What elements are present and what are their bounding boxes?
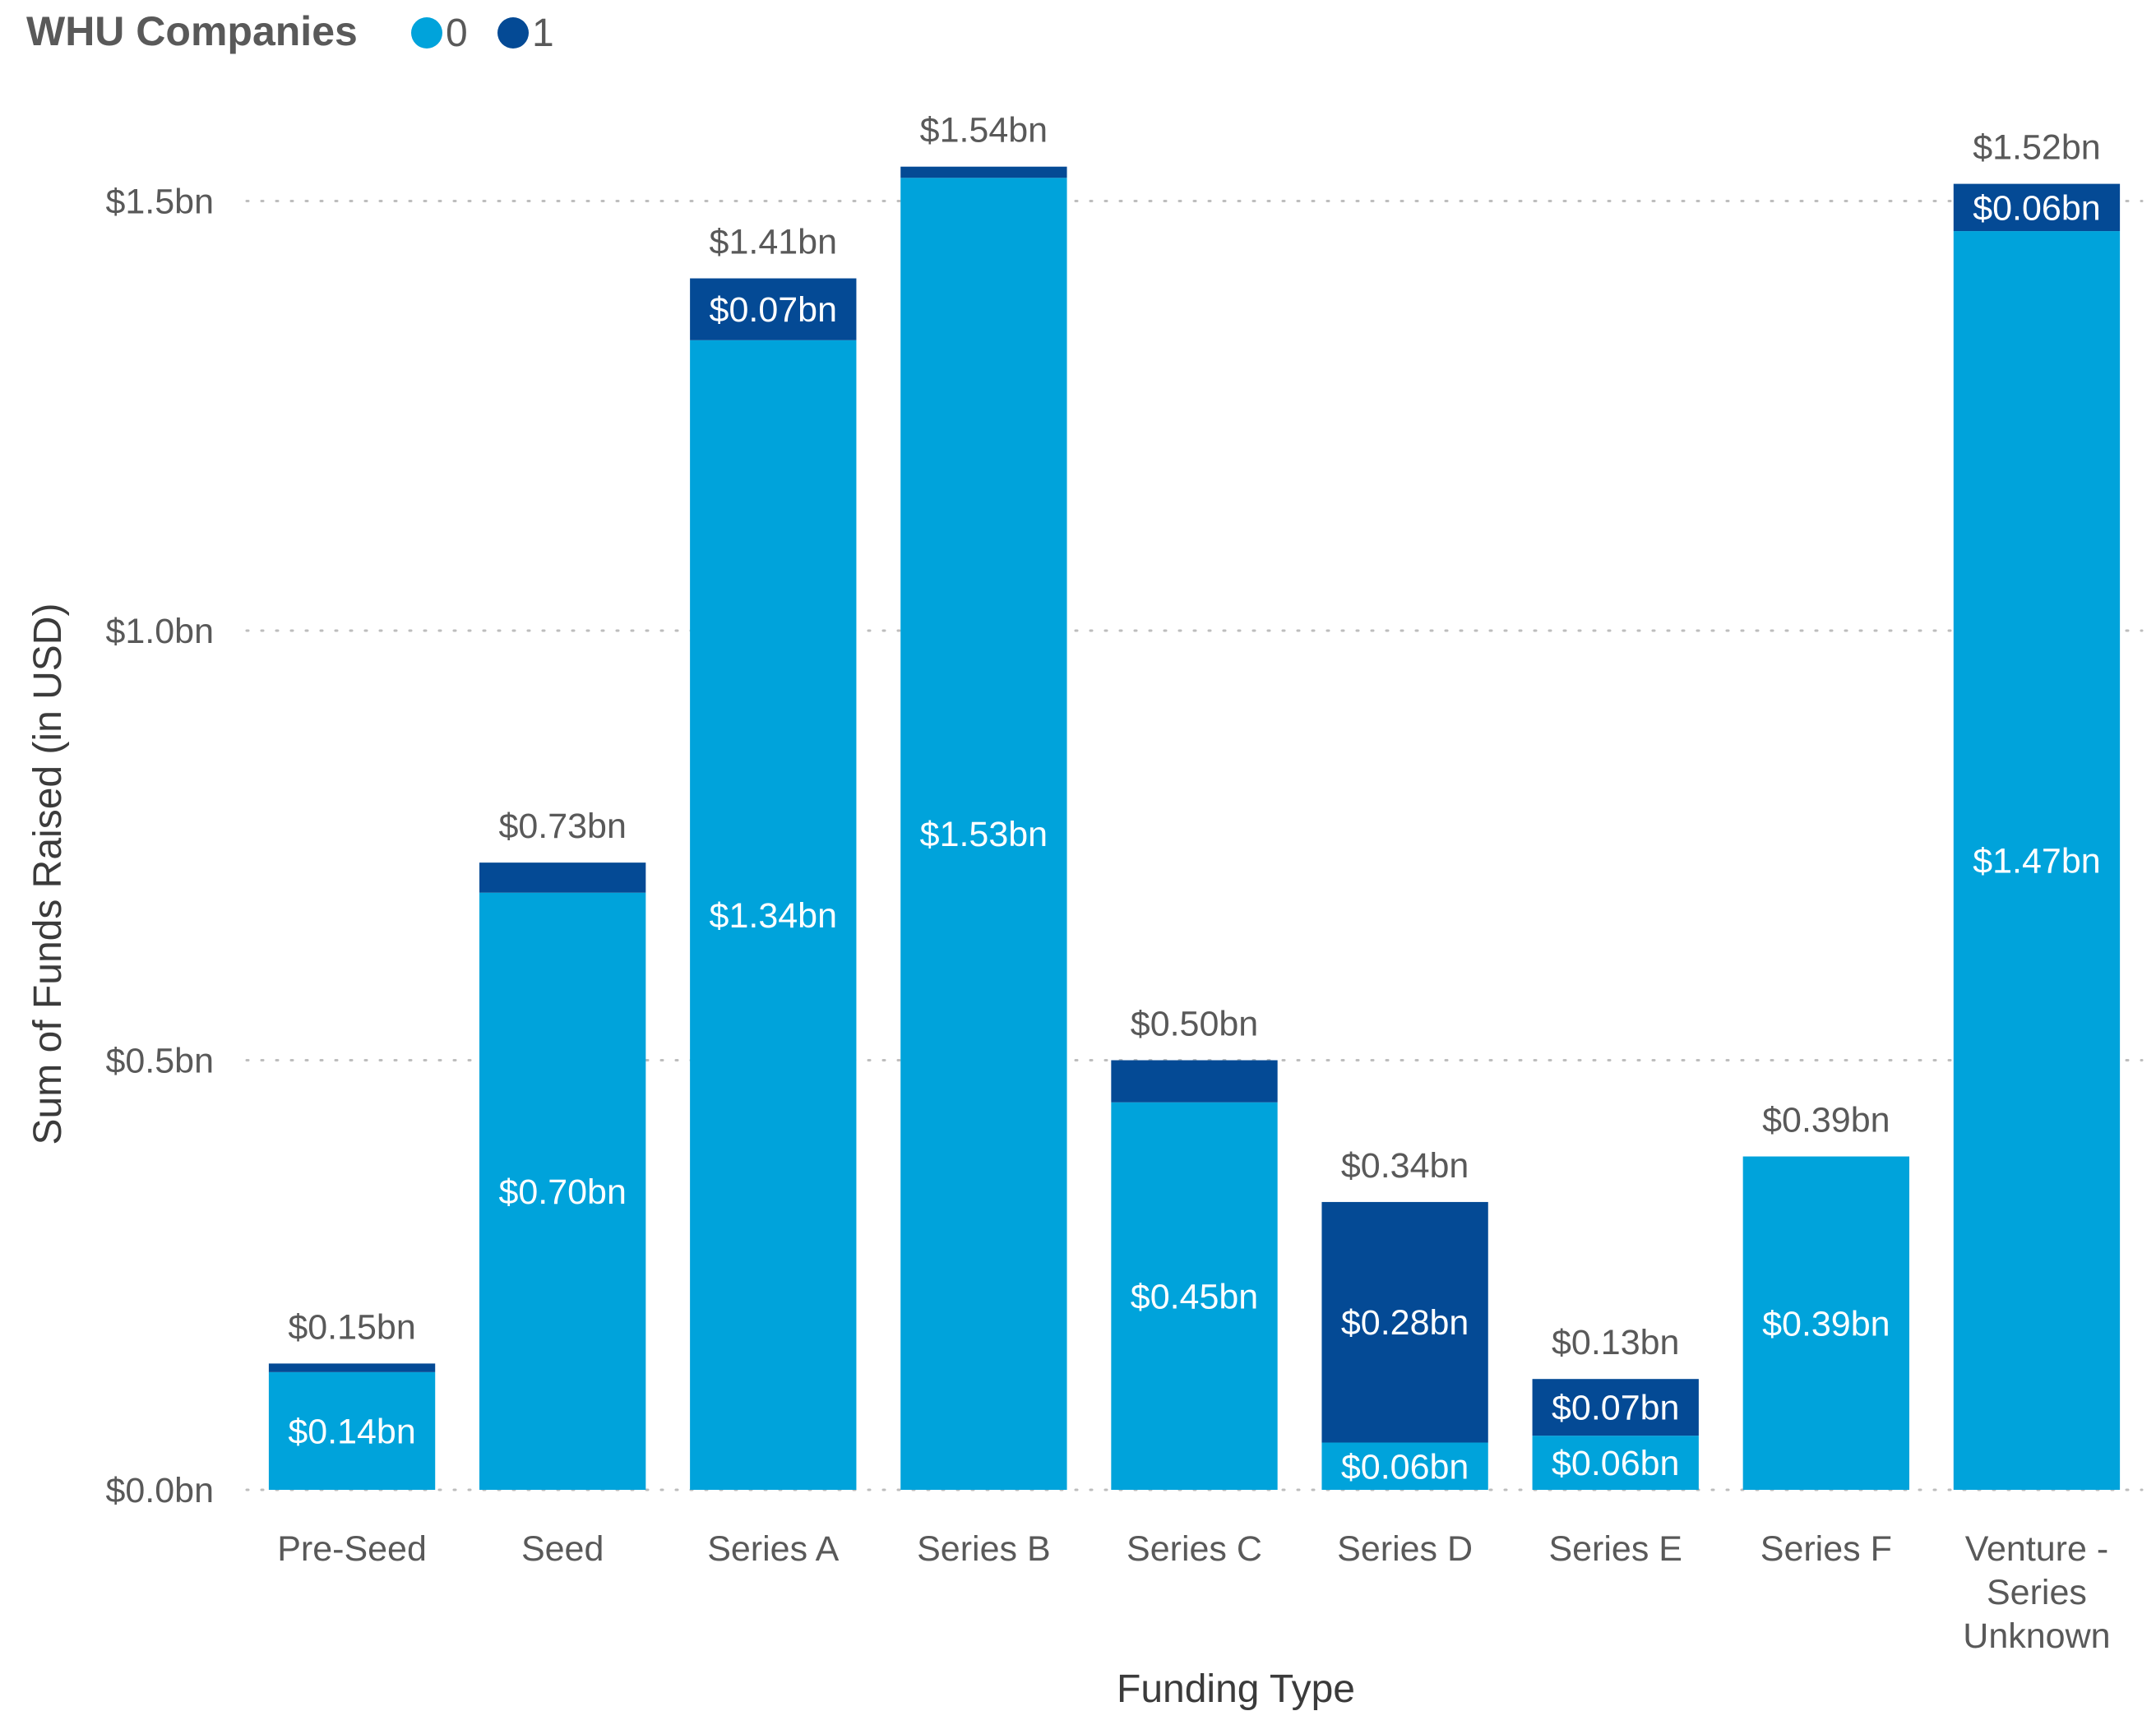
x-tick-label-2: Series A bbox=[707, 1529, 839, 1569]
x-tick-label-line: Pre-Seed bbox=[277, 1529, 427, 1569]
y-axis: $0.0bn $0.5bn $1.0bn $1.5bn bbox=[105, 183, 214, 1511]
x-tick-label-4: Series C bbox=[1127, 1529, 1262, 1569]
bar-segment-series-1-6 bbox=[1532, 1379, 1699, 1436]
bar-segment-series-1-0 bbox=[268, 1363, 436, 1372]
legend-title: WHU Companies bbox=[26, 8, 358, 54]
segment-label-series-0-7: $0.39bn bbox=[1762, 1304, 1890, 1343]
segment-label-series-0-8: $1.47bn bbox=[1973, 842, 2100, 881]
segment-label-series-0-6: $0.06bn bbox=[1552, 1444, 1679, 1483]
total-label-5: $0.34bn bbox=[1341, 1146, 1469, 1186]
segment-label-series-0-0: $0.14bn bbox=[288, 1412, 415, 1451]
bar-segment-series-1-1 bbox=[479, 862, 646, 893]
y-tick-label-1: $0.5bn bbox=[105, 1042, 214, 1081]
x-axis: Pre-Seed Seed Series A Series B Series C Seri… bbox=[277, 1529, 2110, 1656]
total-label-4: $0.50bn bbox=[1131, 1005, 1258, 1044]
bar-segment-series-0-0 bbox=[268, 1371, 436, 1490]
segment-label-series-0-4: $0.45bn bbox=[1131, 1277, 1258, 1316]
x-tick-label-0: Pre-Seed bbox=[277, 1529, 427, 1569]
bar-segment-series-0-3 bbox=[900, 178, 1067, 1490]
legend: WHU Companies 0 1 bbox=[26, 8, 554, 55]
x-tick-label-6: Series E bbox=[1548, 1529, 1682, 1569]
segment-label-series-0-3: $1.53bn bbox=[920, 815, 1048, 854]
total-label-3: $1.54bn bbox=[920, 111, 1048, 150]
bar-segment-series-1-2 bbox=[690, 278, 857, 340]
bar-segment-series-0-4 bbox=[1111, 1102, 1278, 1490]
x-tick-label-line: Seed bbox=[521, 1529, 604, 1569]
segment-label-series-1-2: $0.07bn bbox=[710, 290, 837, 330]
bar-segment-series-1-4 bbox=[1111, 1060, 1278, 1103]
legend-label-series-1: 1 bbox=[532, 12, 554, 55]
x-tick-label-line: Series E bbox=[1548, 1529, 1682, 1569]
x-tick-label-3: Series B bbox=[917, 1529, 1051, 1569]
x-tick-label-line: Series F bbox=[1760, 1529, 1892, 1569]
bar-segment-series-0-7 bbox=[1742, 1156, 1909, 1490]
x-tick-label-1: Seed bbox=[521, 1529, 604, 1569]
x-tick-label-5: Series D bbox=[1337, 1529, 1473, 1569]
x-tick-label-line: Unknown bbox=[1963, 1616, 2110, 1656]
x-tick-label-7: Series F bbox=[1760, 1529, 1892, 1569]
x-tick-label-8: Venture - Series Unknown bbox=[1963, 1529, 2110, 1656]
y-axis-title: Sum of Funds Raised (in USD) bbox=[26, 603, 70, 1145]
bar-segment-series-1-3 bbox=[900, 166, 1067, 178]
x-tick-label-line: Series D bbox=[1337, 1529, 1473, 1569]
segment-label-series-1-8: $0.06bn bbox=[1973, 188, 2100, 228]
bar-segment-series-0-5 bbox=[1321, 1442, 1488, 1490]
total-label-7: $0.39bn bbox=[1762, 1101, 1890, 1140]
total-label-2: $1.41bn bbox=[710, 223, 837, 262]
y-tick-label-3: $1.5bn bbox=[105, 183, 214, 222]
x-axis-title: Funding Type bbox=[1117, 1667, 1355, 1711]
bar-segment-series-0-2 bbox=[690, 340, 857, 1490]
total-label-6: $0.13bn bbox=[1552, 1323, 1679, 1362]
total-label-1: $0.73bn bbox=[498, 807, 626, 846]
segment-label-series-0-5: $0.06bn bbox=[1341, 1447, 1469, 1487]
segment-label-series-1-5: $0.28bn bbox=[1341, 1303, 1469, 1343]
segment-label-series-0-2: $1.34bn bbox=[710, 896, 837, 936]
legend-marker-series-0 bbox=[411, 17, 442, 49]
bars: $0.14bn $0.15bn $0.70bn $0.73bn $1.34bn $0.07… bbox=[268, 111, 2121, 1491]
bar-segment-series-0-8 bbox=[1953, 231, 2121, 1491]
x-tick-label-line: Series A bbox=[707, 1529, 839, 1569]
x-tick-label-line: Series C bbox=[1127, 1529, 1262, 1569]
bar-segment-series-1-8 bbox=[1953, 183, 2121, 232]
bar-segment-series-0-1 bbox=[479, 892, 646, 1490]
x-tick-label-line: Series bbox=[1987, 1573, 2087, 1612]
y-tick-label-0: $0.0bn bbox=[105, 1471, 214, 1510]
x-tick-label-line: Series B bbox=[917, 1529, 1051, 1569]
total-label-8: $1.52bn bbox=[1973, 128, 2100, 168]
segment-label-series-0-1: $0.70bn bbox=[498, 1172, 626, 1212]
bar-segment-series-1-5 bbox=[1321, 1201, 1488, 1443]
legend-label-series-0: 0 bbox=[446, 12, 468, 55]
y-tick-label-2: $1.0bn bbox=[105, 612, 214, 651]
total-label-0: $0.15bn bbox=[288, 1307, 415, 1347]
bar-segment-series-0-6 bbox=[1532, 1436, 1699, 1490]
x-tick-label-line: Venture - bbox=[1965, 1529, 2109, 1569]
legend-marker-series-1 bbox=[497, 17, 529, 49]
segment-label-series-1-6: $0.07bn bbox=[1552, 1389, 1679, 1428]
